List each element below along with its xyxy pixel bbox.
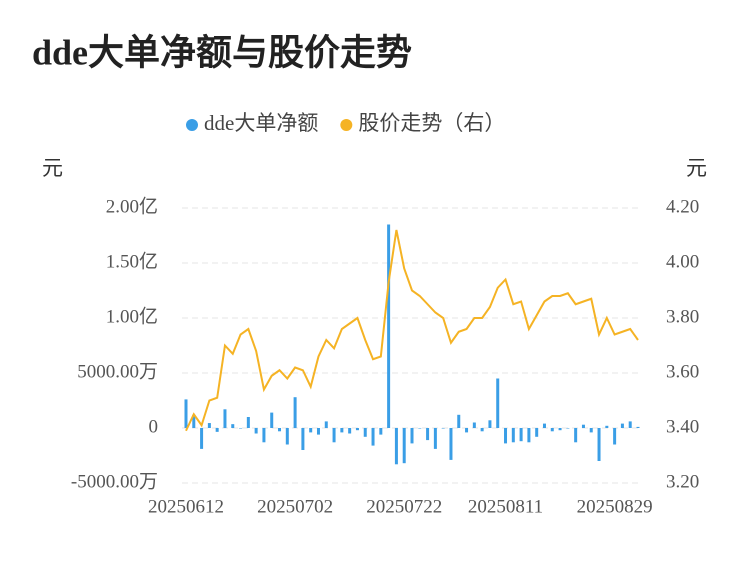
bar [309, 428, 313, 433]
bar [472, 422, 476, 428]
bar [379, 428, 383, 435]
y2-tick-label: 3.80 [666, 306, 699, 327]
bar [566, 428, 570, 429]
bar [511, 428, 515, 443]
bar [285, 428, 289, 445]
y-tick-label: 0 [149, 416, 159, 437]
bar [519, 428, 523, 442]
price-line [185, 229, 639, 432]
bar [426, 428, 430, 441]
bar [184, 399, 188, 428]
bar [301, 428, 305, 450]
y-tick-label: 5000.00万 [77, 361, 158, 382]
bar [457, 414, 461, 428]
bar [542, 423, 546, 428]
y2-tick-label: 3.40 [666, 416, 699, 437]
bar [316, 428, 320, 435]
bar [363, 428, 367, 437]
bar [465, 428, 469, 433]
bar [254, 428, 258, 434]
bar [324, 421, 328, 428]
bar [480, 428, 484, 432]
x-tick-label: 20250829 [577, 496, 653, 517]
bar [200, 428, 204, 449]
y2-unit: 元 [686, 156, 707, 180]
bar [270, 412, 274, 428]
bar [332, 428, 336, 443]
bar [293, 397, 297, 428]
bar [355, 428, 359, 431]
bar [278, 428, 282, 432]
bar [574, 428, 578, 443]
bar [192, 414, 196, 428]
bar [418, 428, 422, 429]
x-tick-label: 20250722 [366, 496, 442, 517]
bar [488, 420, 492, 428]
legend-label: dde大单净额 [204, 111, 318, 135]
x-tick-label: 20250612 [148, 496, 224, 517]
bar [340, 428, 344, 433]
bar [215, 428, 219, 432]
y2-tick-label: 3.60 [666, 361, 699, 382]
y-unit: 元 [42, 156, 63, 180]
y-tick-label: 2.00亿 [106, 195, 158, 217]
bar [581, 424, 585, 428]
y-tick-label: 1.50亿 [106, 250, 158, 272]
bar [504, 428, 508, 444]
bar [605, 425, 609, 428]
bar [387, 224, 391, 428]
bar [441, 428, 445, 429]
bar [394, 428, 398, 465]
bar [207, 423, 211, 428]
bar [597, 428, 601, 461]
legend-marker [340, 119, 353, 131]
bar [620, 423, 624, 428]
bar [628, 421, 632, 428]
y2-tick-label: 4.20 [666, 196, 699, 217]
x-tick-label: 20250811 [468, 496, 543, 517]
y2-tick-label: 3.20 [666, 471, 699, 492]
y-tick-label: 1.00亿 [106, 305, 158, 327]
bar [231, 424, 235, 428]
bar [410, 428, 414, 444]
bar [348, 428, 352, 434]
bar [558, 428, 562, 431]
bar [589, 428, 593, 433]
chart-title: dde大单净额与股价走势 [32, 32, 412, 72]
bar [613, 428, 617, 445]
bar [636, 426, 640, 428]
bar [496, 378, 500, 428]
legend-marker [186, 119, 198, 131]
bar [449, 428, 453, 460]
bar [527, 428, 531, 443]
bar [402, 428, 406, 464]
bar [246, 417, 250, 428]
y2-tick-label: 4.00 [666, 251, 699, 272]
bar [262, 428, 266, 443]
bar [535, 428, 539, 437]
bar [223, 409, 227, 428]
x-tick-label: 20250702 [257, 496, 333, 517]
bar [433, 428, 437, 449]
legend-label: 股价走势（右） [358, 111, 505, 135]
bar [371, 428, 375, 446]
bar [239, 428, 243, 429]
y-tick-label: -5000.00万 [71, 471, 158, 492]
bar [550, 428, 554, 432]
